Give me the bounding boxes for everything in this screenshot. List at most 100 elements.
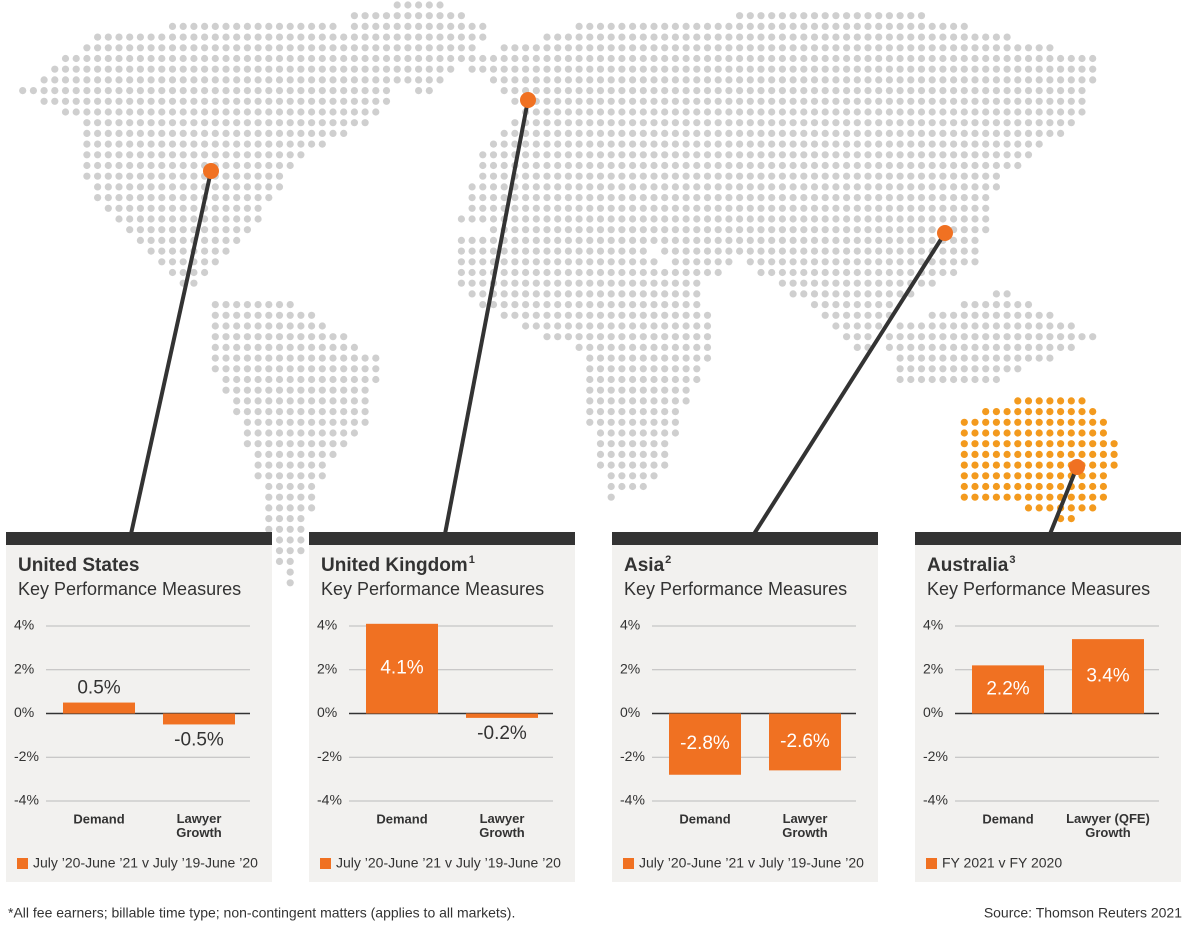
map-dot [586,129,594,137]
map-dot [1014,472,1022,480]
map-dot [190,65,198,73]
map-dot [415,33,423,41]
map-dot [308,482,316,491]
map-dot [1067,515,1075,523]
map-dot [222,236,230,244]
map-dot [1035,440,1043,448]
map-dot [1046,429,1054,437]
map-dot [1046,472,1054,480]
map-dot [618,87,626,95]
map-dot [778,247,787,255]
map-dot [746,172,754,180]
map-dot [757,129,765,137]
map-dot [768,119,776,127]
map-dot [1067,108,1075,116]
bar [63,702,135,714]
map-dot [1024,97,1033,105]
map-dot [629,183,637,191]
map-dot [415,76,423,84]
map-dot [853,108,861,116]
map-dot [1024,65,1033,73]
map-dot [821,301,829,309]
map-dot [147,76,155,84]
map-dot [393,76,401,84]
map-dot [661,429,669,437]
map-dot [714,236,722,244]
map-dot [543,226,551,234]
map-dot [832,33,840,41]
map-dot [286,557,294,566]
map-dot [115,108,123,116]
map-dot [757,140,765,148]
map-dot [211,151,219,159]
map-dot [843,322,851,330]
map-dot [778,87,787,95]
map-dot [1024,354,1033,362]
map-dot [586,354,594,362]
map-dot [821,151,829,159]
map-dot [1078,504,1086,512]
map-dot [1089,408,1097,416]
map-dot [971,183,979,191]
map-dot [960,247,968,255]
map-dot [254,76,262,84]
map-dot [1078,450,1086,458]
map-dot [832,194,840,202]
map-dot [992,311,1001,319]
map-dot [800,204,808,212]
map-dot [864,44,872,52]
map-dot [275,87,284,95]
map-dot [639,258,647,266]
map-dot [83,140,91,148]
map-dot [703,226,712,234]
map-dot [1046,408,1054,416]
map-dot [607,279,615,287]
map-dot [618,408,626,416]
map-dot [372,365,380,373]
map-dot [992,440,1001,448]
map-dot [864,226,872,234]
map-dot [618,354,626,362]
map-dot [94,76,102,84]
map-dot [629,33,637,41]
map-dot [992,54,1001,63]
map-dot [554,322,562,330]
map-dot [115,194,123,202]
map-dot [243,301,251,309]
map-dot [340,343,348,351]
map-dot [778,22,787,30]
map-dot [864,322,872,330]
map-dot [1046,108,1054,116]
map-dot [682,290,690,298]
map-dot [211,215,219,223]
map-dot [1003,44,1011,52]
map-dot [821,215,829,223]
map-dot [607,236,615,244]
y-tick-label: 4% [923,617,943,633]
map-dot [179,97,187,105]
map-dot [586,204,594,212]
map-dot [778,33,787,41]
map-dot [136,194,144,202]
world-map [19,1,1118,587]
map-dot [179,194,187,202]
map-dot [778,215,787,223]
y-tick-label: -4% [14,792,39,808]
map-dot [629,450,637,458]
map-dot [29,87,37,95]
map-dot [543,129,551,137]
map-dot [885,151,894,159]
map-dot [971,322,979,330]
map-dot [618,204,626,212]
map-dot [115,65,123,73]
map-dot [843,215,851,223]
map-dot [211,119,219,127]
map-dot [971,204,979,212]
map-dot [275,461,284,469]
map-dot [575,97,583,105]
map-dot [489,54,498,63]
map-dot [265,44,273,52]
map-dot [661,440,669,448]
map-dot [661,343,669,351]
map-dot [308,493,316,501]
